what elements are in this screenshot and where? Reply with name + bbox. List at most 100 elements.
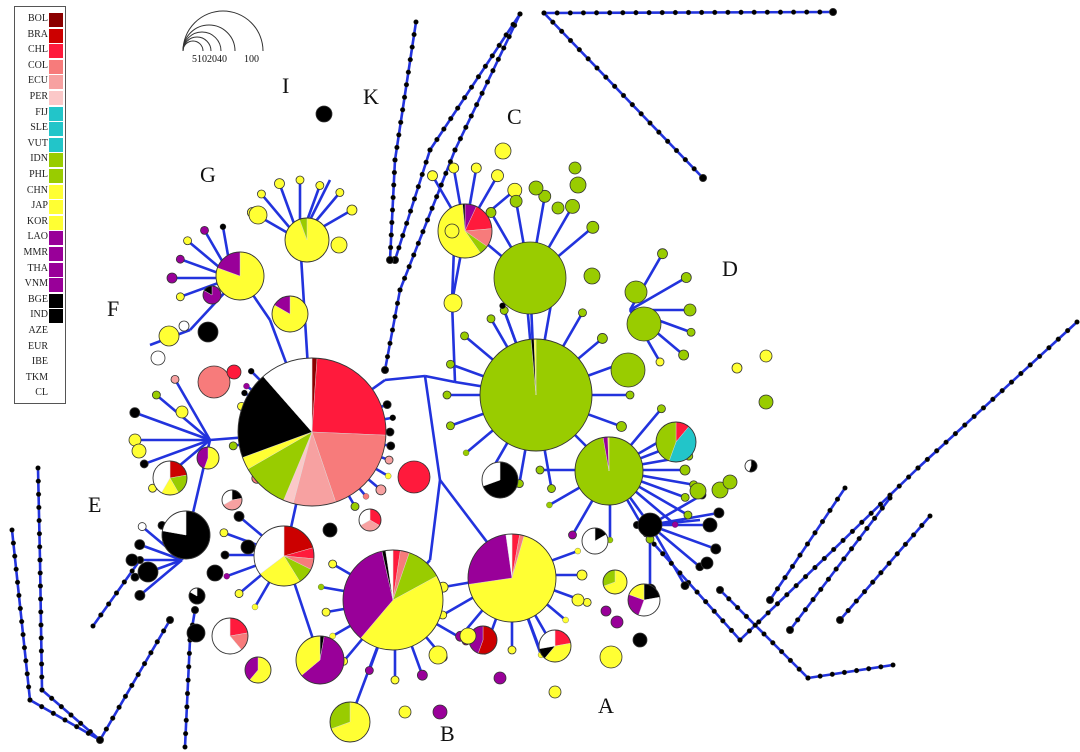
chain-node	[831, 546, 837, 553]
chain-node	[567, 37, 574, 44]
pie-slice	[759, 349, 773, 363]
chain-node	[682, 157, 688, 163]
haplotype-pie-node	[493, 671, 507, 685]
legend-label: PER	[29, 91, 48, 102]
chain-node	[784, 592, 790, 598]
haplotype-pie-node	[459, 627, 477, 645]
legend-label: VNM	[24, 278, 48, 290]
legend-swatch	[49, 44, 63, 59]
chain-node	[840, 537, 846, 543]
haplotype-node	[385, 427, 395, 437]
chain-node	[38, 609, 44, 615]
haplotype-pie-node	[186, 623, 206, 643]
legend-label: CL	[35, 387, 48, 399]
chain-node	[737, 637, 743, 643]
chain-node	[23, 658, 29, 664]
haplotype-pie-node	[428, 645, 448, 665]
chain-node	[774, 586, 781, 592]
chain-node	[699, 9, 705, 16]
legend-item-aze: AZE	[15, 324, 67, 340]
chain-node	[656, 129, 662, 135]
haplotype-node	[321, 607, 331, 617]
chain-node	[394, 144, 400, 151]
legend-item-idn: IDN	[15, 152, 67, 168]
pie-outline	[329, 701, 371, 743]
chain-node	[394, 300, 401, 306]
chain-node	[567, 10, 573, 16]
chain-node	[182, 744, 188, 750]
chain-end-node	[380, 365, 389, 374]
chain-node	[411, 31, 417, 38]
chain-node	[761, 631, 767, 637]
haplotype-pie-node	[358, 508, 382, 532]
legend-swatch	[49, 137, 63, 152]
chain-node	[756, 619, 762, 625]
haplotype-node	[446, 359, 455, 369]
haplotype-pie-node	[443, 293, 463, 313]
haplotype-node	[597, 333, 608, 344]
pie-slice	[626, 306, 662, 342]
pie-slice	[467, 534, 513, 585]
pie-slice	[610, 352, 646, 388]
legend-label: SLE	[30, 122, 48, 134]
legend-label: ECU	[28, 75, 48, 87]
chain-node	[122, 693, 129, 699]
haplotype-pie-node	[196, 446, 220, 470]
pie-outline	[253, 525, 315, 587]
chain-node	[452, 147, 458, 153]
haplotype-node	[680, 492, 690, 502]
pie-slice	[571, 593, 585, 607]
haplotype-pie-node	[626, 306, 662, 342]
haplotype-node	[175, 254, 185, 264]
pie-outline	[655, 421, 697, 463]
haplotype-node	[183, 236, 192, 246]
chain-node	[510, 21, 516, 28]
chain-node	[411, 252, 417, 258]
pie-outline	[479, 338, 593, 452]
chain-node	[896, 483, 902, 489]
legend-label: COL	[28, 59, 48, 71]
chain-node	[441, 126, 447, 132]
chain-node	[751, 9, 757, 15]
chain-node	[482, 63, 488, 69]
pie-slice	[689, 482, 707, 500]
chain-node	[475, 74, 482, 80]
haplotype-pie-node	[253, 525, 315, 587]
chain-node	[726, 596, 732, 602]
haplotype-node	[315, 181, 325, 190]
chain-node	[434, 136, 440, 143]
haplotype-node	[535, 465, 545, 475]
network-chains	[9, 7, 1080, 750]
chain-node	[805, 675, 811, 681]
chain-node	[803, 574, 809, 580]
chain-node	[455, 105, 461, 111]
chain-node	[443, 170, 449, 176]
chain-node	[915, 465, 921, 471]
pie-slice	[758, 394, 774, 410]
legend-item-cl: CL	[15, 386, 67, 402]
haplotype-pie-node	[722, 474, 738, 490]
chain-node	[620, 92, 627, 99]
pie-slice	[632, 632, 648, 648]
chain-node	[777, 9, 784, 15]
chain-node	[580, 10, 586, 16]
pie-outline	[358, 508, 382, 532]
chain-node	[999, 388, 1005, 394]
haplotype-node	[442, 390, 452, 400]
haplotype-pie-node	[188, 587, 206, 605]
legend-swatch	[49, 215, 63, 230]
chain-node	[1055, 336, 1061, 342]
haplotype-pie-node	[248, 205, 268, 225]
chain-node	[879, 505, 885, 511]
chain-node	[49, 695, 55, 701]
haplotype-node	[346, 204, 358, 216]
haplotype-node	[257, 189, 266, 199]
chain-node	[764, 9, 770, 15]
haplotype-pie-node	[494, 142, 512, 160]
legend-label: IBE	[31, 356, 48, 368]
haplotype-node	[223, 573, 230, 580]
chain-node	[638, 111, 644, 117]
haplotype-node	[578, 308, 587, 318]
haplotype-node	[655, 357, 665, 367]
